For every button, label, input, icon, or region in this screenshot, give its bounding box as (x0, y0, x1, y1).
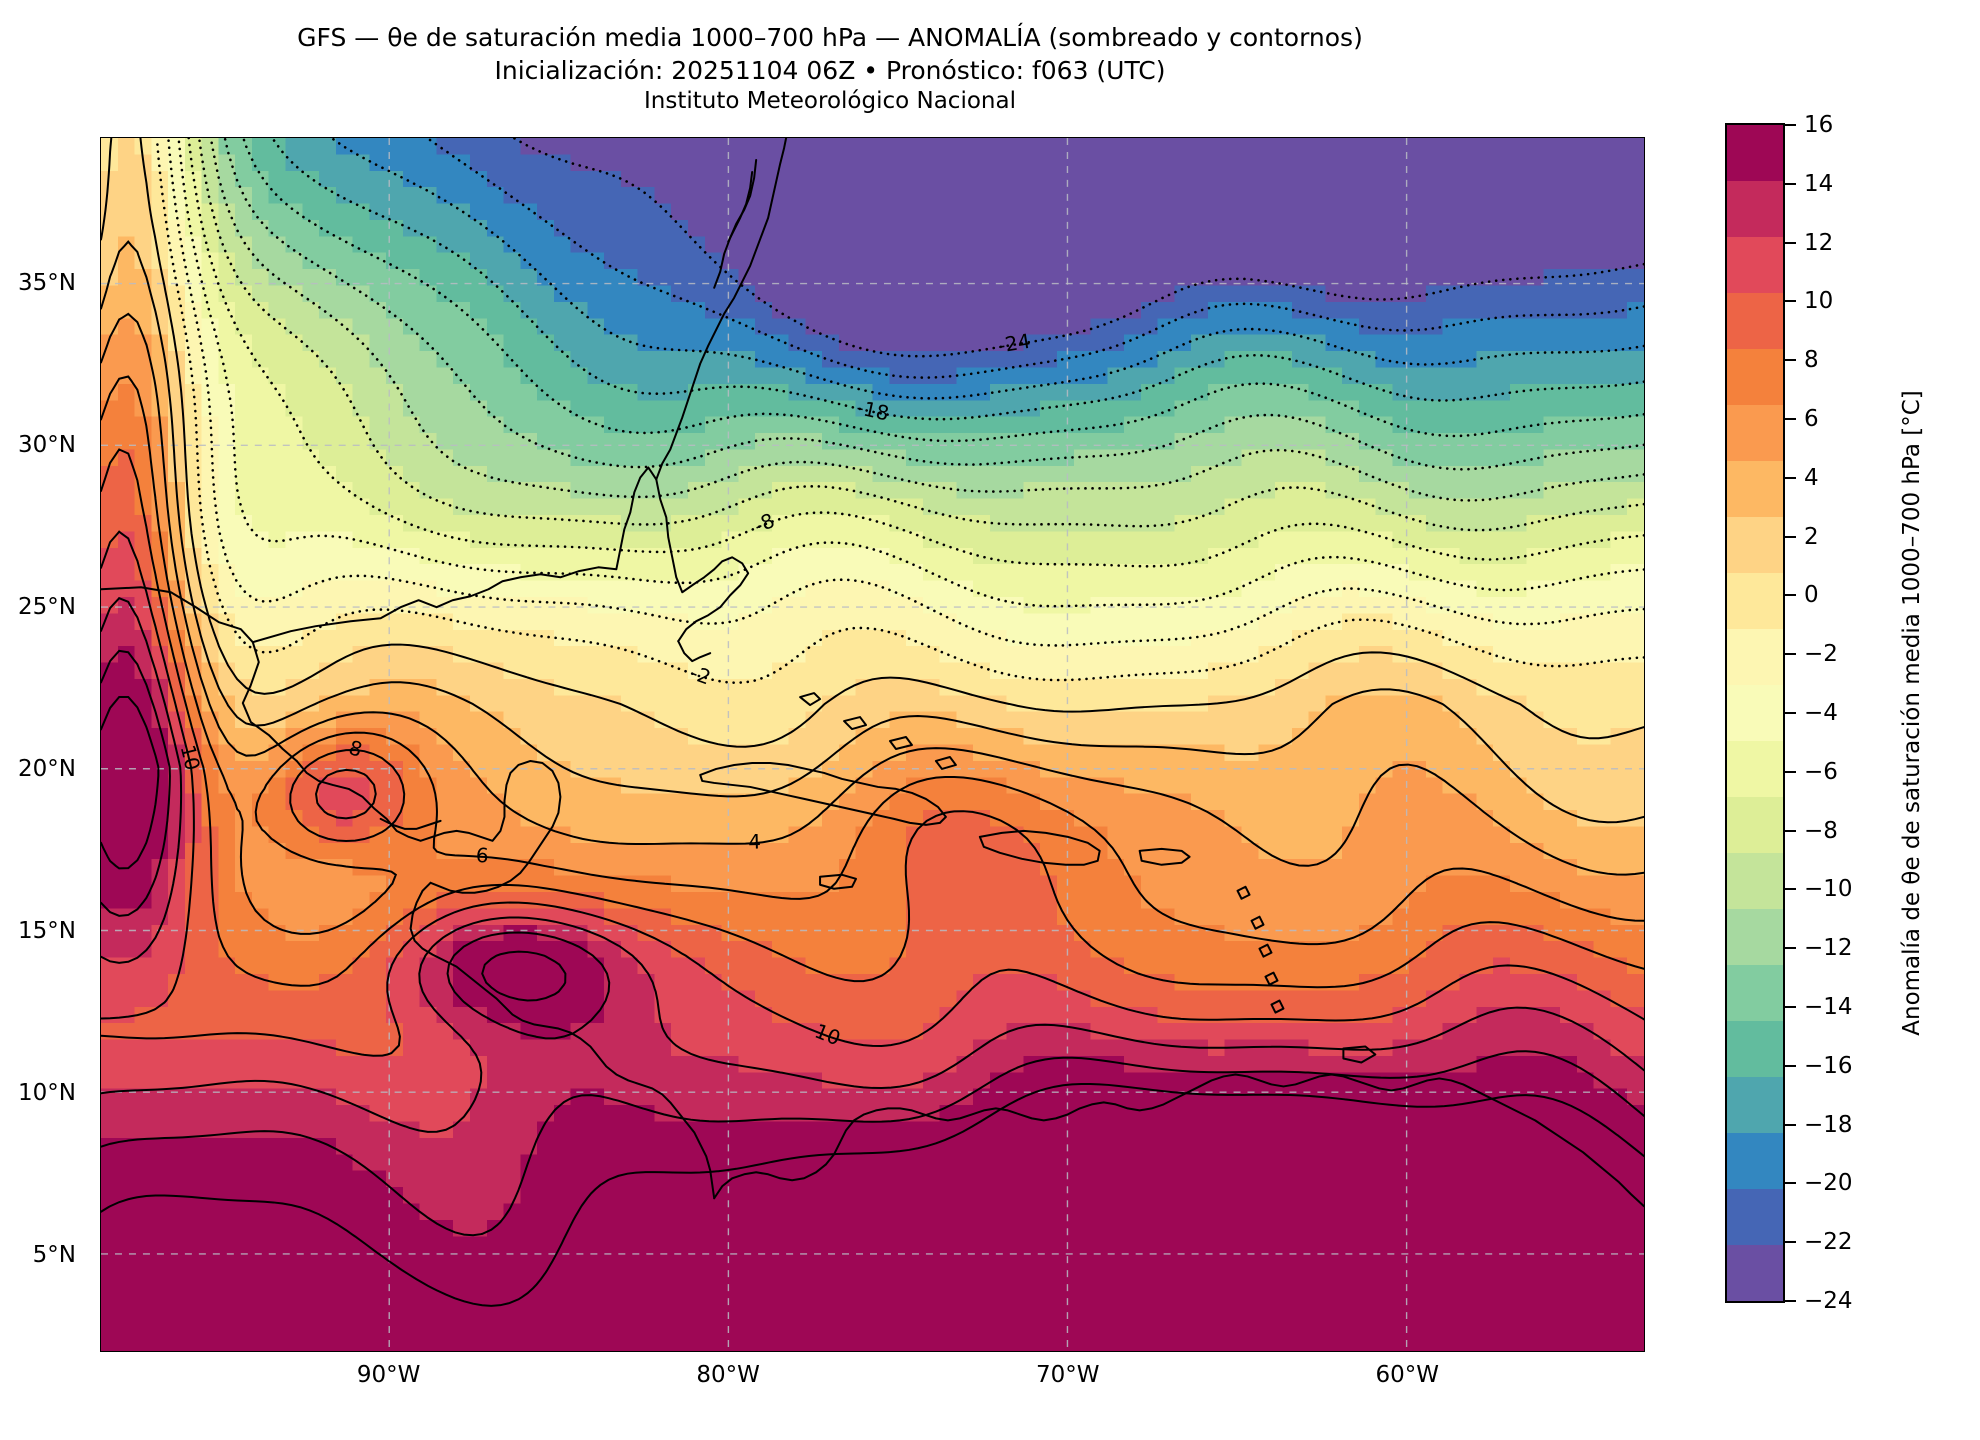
colorbar-tick-mark (1785, 1064, 1796, 1067)
colorbar-tick-mark (1785, 829, 1796, 832)
title-block: GFS — θe de saturación media 1000–700 hP… (0, 22, 1660, 117)
colorbar-tick-label: 10 (1804, 288, 1834, 315)
coastlines (101, 138, 1644, 1208)
colorbar-tick-mark (1785, 712, 1796, 714)
colorbar-tick-label: 6 (1804, 406, 1819, 432)
latitude-tick-label: 25°N (18, 593, 76, 620)
chart-attribution: Instituto Meteorológico Nacional (644, 88, 1016, 114)
colorbar[interactable] (1725, 123, 1785, 1303)
contour-lines (101, 138, 1644, 1307)
colorbar-tick-mark (1785, 1300, 1796, 1302)
colorbar-tick-label: 12 (1804, 229, 1834, 256)
colorbar-band (1727, 293, 1783, 349)
colorbar-tick-label: 2 (1804, 523, 1819, 550)
colorbar-tick-label: −4 (1804, 700, 1838, 726)
colorbar-tick-mark (1785, 594, 1796, 597)
colorbar-tick-mark (1785, 241, 1796, 244)
latitude-tick-label: 10°N (18, 1079, 76, 1106)
colorbar-band (1727, 181, 1783, 237)
colorbar-band (1727, 1189, 1783, 1245)
colorbar-tick-mark (1785, 1123, 1796, 1126)
colorbar-band (1727, 797, 1783, 853)
colorbar-tick-label: −8 (1804, 817, 1838, 844)
colorbar-tick-label: −2 (1804, 641, 1838, 668)
latitude-tick-label: 30°N (18, 431, 76, 458)
colorbar-band (1727, 125, 1783, 181)
colorbar-ticks: 16 14 12 10 8 6 4 2 0 −2 −4 −6 −8 −10 −12 −14 −16 −18 −20 −… (1785, 112, 1905, 1314)
colorbar-band (1727, 1133, 1783, 1189)
colorbar-band (1727, 1021, 1783, 1077)
map-plot-area[interactable]: -24 -18 -8 -2 4 6 8 10 10 (100, 137, 1645, 1352)
colorbar-tick-label: −16 (1804, 1052, 1853, 1079)
colorbar-tick-label: −22 (1804, 1229, 1853, 1256)
colorbar-band (1727, 237, 1783, 293)
colorbar-label: Anomalía de θe de saturación media 1000–… (1892, 123, 1932, 1303)
chart-subtitle: Inicialización: 20251104 06Z • Pronóstic… (494, 55, 1166, 85)
colorbar-band (1727, 909, 1783, 965)
colorbar-band (1727, 1245, 1783, 1301)
latitude-tick-label: 5°N (32, 1241, 76, 1268)
colorbar-tick-label: −12 (1804, 935, 1853, 962)
colorbar-tick-label: 16 (1804, 112, 1834, 138)
longitude-axis: 90°W 80°W 70°W 60°W (100, 1356, 1645, 1396)
colorbar-tick-label: 4 (1804, 464, 1819, 491)
colorbar-tick-mark (1785, 182, 1796, 185)
latitude-tick-label: 20°N (18, 755, 76, 782)
colorbar-tick-label: 14 (1804, 170, 1834, 197)
colorbar-band (1727, 1077, 1783, 1133)
colorbar-tick-mark (1785, 1182, 1796, 1185)
colorbar-tick-mark (1785, 535, 1796, 538)
colorbar-tick-label: 8 (1804, 347, 1819, 374)
colorbar-tick-mark (1785, 300, 1796, 303)
colorbar-band (1727, 741, 1783, 797)
colorbar-tick-mark (1785, 1006, 1796, 1008)
longitude-tick-label: 90°W (356, 1362, 421, 1388)
colorbar-band (1727, 629, 1783, 685)
colorbar-tick-label: −10 (1804, 876, 1853, 903)
colorbar-band (1727, 461, 1783, 517)
shaded-anomaly-field (101, 138, 1644, 1351)
colorbar-band (1727, 965, 1783, 1021)
colorbar-tick-mark (1785, 1241, 1796, 1244)
colorbar-band (1727, 853, 1783, 909)
chart-title: GFS — θe de saturación media 1000–700 hP… (297, 23, 1363, 52)
colorbar-tick-mark (1785, 476, 1796, 479)
colorbar-band (1727, 405, 1783, 461)
colorbar-tick-mark (1785, 653, 1796, 656)
colorbar-tick-label: −18 (1804, 1111, 1853, 1138)
colorbar-band (1727, 349, 1783, 405)
colorbar-tick-mark (1785, 888, 1796, 891)
longitude-tick-label: 60°W (1375, 1362, 1440, 1388)
colorbar-band (1727, 573, 1783, 629)
latitude-axis: 35°N 30°N 25°N 20°N 15°N 10°N 5°N (0, 137, 88, 1352)
colorbar-tick-label: −6 (1804, 758, 1838, 785)
colorbar-tick-label: −20 (1804, 1170, 1853, 1197)
latitude-tick-label: 15°N (18, 917, 76, 944)
colorbar-tick-mark (1785, 770, 1796, 773)
colorbar-band (1727, 685, 1783, 741)
colorbar-tick-mark (1785, 124, 1796, 126)
colorbar-tick-mark (1785, 947, 1796, 950)
colorbar-band (1727, 517, 1783, 573)
colorbar-tick-label: 0 (1804, 582, 1819, 609)
colorbar-tick-mark (1785, 359, 1796, 362)
latitude-tick-label: 35°N (18, 269, 76, 296)
longitude-tick-label: 80°W (696, 1362, 760, 1388)
colorbar-tick-label: −14 (1804, 994, 1853, 1020)
colorbar-tick-label: −24 (1804, 1288, 1853, 1314)
colorbar-tick-mark (1785, 418, 1796, 420)
longitude-tick-label: 70°W (1035, 1362, 1100, 1388)
colorbar-label-text: Anomalía de θe de saturación media 1000–… (1899, 390, 1925, 1036)
